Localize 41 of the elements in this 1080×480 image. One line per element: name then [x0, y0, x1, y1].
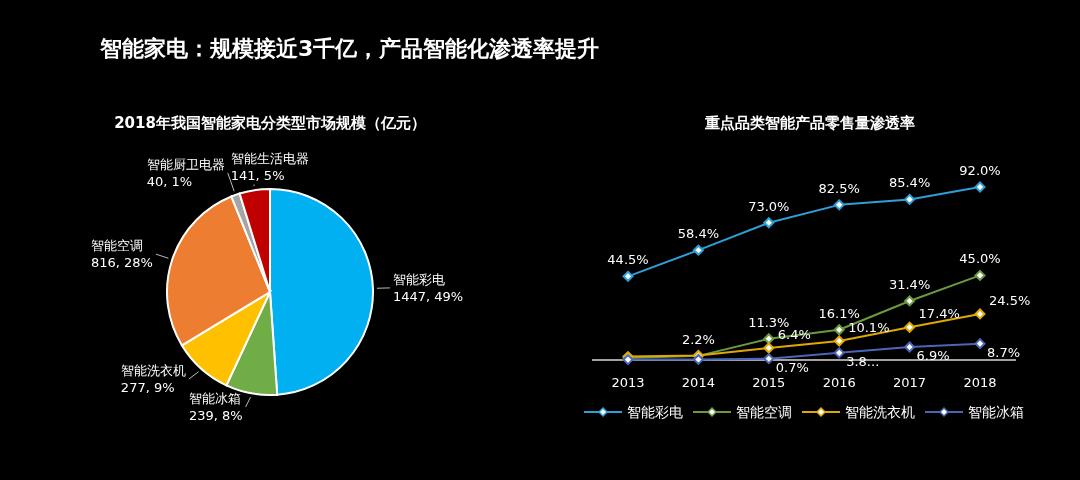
- data-label: 73.0%: [748, 198, 790, 214]
- legend-label: 智能冰箱: [968, 404, 1024, 420]
- x-tick-label: 2013: [611, 375, 645, 390]
- legend-label: 智能空调: [736, 404, 792, 420]
- data-label: 816, 28%: [90, 255, 153, 271]
- data-label: 82.5%: [818, 180, 860, 196]
- slice-label: 智能洗衣机: [120, 363, 186, 379]
- data-label: 277, 9%: [120, 380, 175, 396]
- slice-label: 智能生活电器: [230, 150, 309, 166]
- slice-label: 智能彩电: [392, 271, 445, 287]
- chart-title: 重点品类智能产品零售量渗透率: [704, 114, 915, 132]
- data-label: 1447, 49%: [392, 288, 464, 304]
- x-tick-label: 2017: [893, 375, 927, 390]
- data-label: 8.7%: [987, 344, 1021, 360]
- legend-label: 智能洗衣机: [845, 404, 915, 420]
- data-label: 16.1%: [818, 305, 860, 321]
- slice-label: 智能厨卫电器: [146, 156, 225, 172]
- x-tick-label: 2016: [822, 375, 856, 390]
- x-tick-label: 2014: [681, 375, 715, 390]
- slice-label: 智能空调: [90, 238, 143, 254]
- data-label: 40, 1%: [146, 173, 193, 189]
- data-label: 2.2%: [681, 331, 715, 347]
- data-label: 31.4%: [888, 276, 931, 292]
- text: 智能家电：规模接近3千亿，产品智能化渗透率提升: [99, 36, 600, 61]
- legend-label: 智能彩电: [627, 404, 683, 420]
- x-tick-label: 2018: [963, 375, 997, 390]
- data-label: 45.0%: [959, 251, 1001, 267]
- chart-title: 2018年我国智能家电分类型市场规模（亿元）: [114, 114, 426, 132]
- data-label: 58.4%: [677, 226, 720, 242]
- data-label: 85.4%: [888, 175, 931, 191]
- data-label: 17.4%: [918, 306, 960, 322]
- data-label: 24.5%: [989, 292, 1031, 308]
- data-label: 44.5%: [607, 252, 649, 268]
- data-label: 92.0%: [959, 163, 1001, 178]
- data-label: 239, 8%: [188, 408, 243, 424]
- data-label: 141, 5%: [230, 167, 285, 183]
- data-label: 11.3%: [748, 314, 790, 330]
- data-label: 10.1%: [848, 320, 890, 336]
- x-tick-label: 2015: [752, 375, 786, 390]
- data-label: 0.7%: [775, 359, 809, 375]
- slice-label: 智能冰箱: [188, 391, 241, 407]
